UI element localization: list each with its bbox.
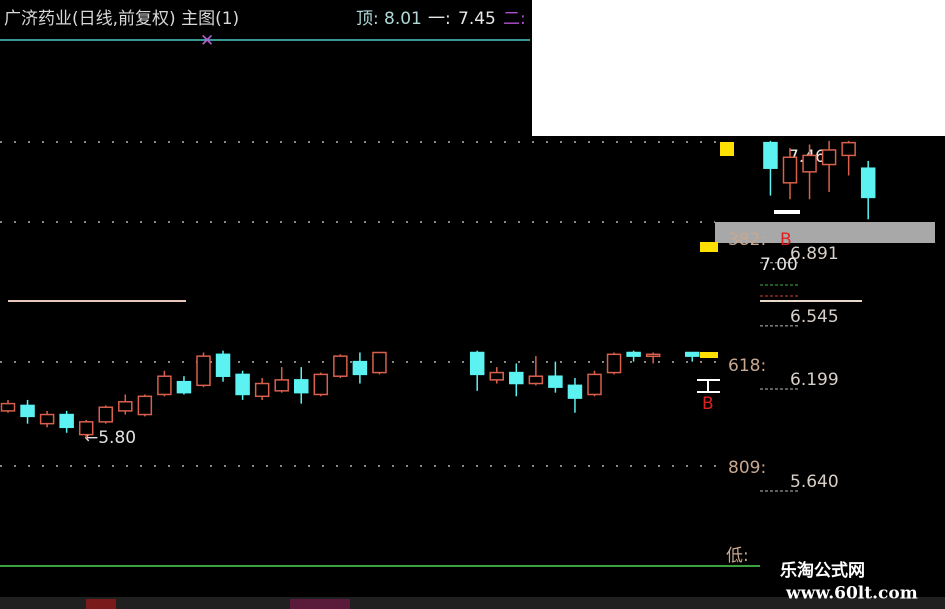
header-top-value: 8.01	[384, 9, 422, 29]
annotation: 7.00	[760, 255, 798, 275]
candle-body	[176, 380, 192, 394]
header-top-label: 顶:	[356, 9, 379, 29]
candle-body	[0, 402, 16, 412]
status-block	[290, 599, 350, 609]
annotation: B	[702, 394, 714, 414]
candle-body	[98, 406, 113, 423]
candle-body	[333, 355, 348, 377]
watermark-url: www.60lt.com	[785, 584, 918, 604]
level-value-label: 6.891	[790, 244, 839, 264]
level-value-label: 6.199	[790, 370, 839, 390]
candle-body	[313, 373, 329, 396]
candle-body	[137, 395, 153, 416]
annotation: ←5.80	[84, 428, 136, 448]
candle-body	[489, 371, 504, 381]
level-value-label: 5.640	[790, 472, 839, 492]
white-area	[532, 0, 945, 136]
candle-body	[196, 355, 211, 387]
candle-body	[469, 351, 485, 376]
status-block	[86, 599, 116, 609]
yellow-flag	[700, 352, 718, 358]
candle-body	[215, 353, 231, 377]
candle-body	[606, 353, 622, 374]
candle-body	[645, 353, 661, 358]
level-ratio-label: 382:	[728, 230, 766, 250]
candle-body	[548, 375, 563, 388]
header-title: 广济药业(日线,前复权) 主图(1)	[4, 9, 239, 29]
candle-body	[372, 351, 387, 374]
status-bar	[0, 597, 945, 609]
candle-body	[274, 379, 289, 392]
candle-body	[763, 141, 778, 169]
candle-body	[157, 375, 172, 396]
candle-body	[352, 360, 368, 376]
candle-body	[782, 156, 798, 184]
yellow-flag	[700, 242, 718, 252]
annotation: 低:	[726, 546, 749, 566]
candle-body	[567, 384, 583, 399]
candle-body	[59, 413, 74, 429]
candle-body	[685, 351, 700, 357]
header-line1-value: 7.45	[458, 9, 496, 29]
candle-body	[626, 351, 641, 357]
candle-body	[20, 404, 35, 418]
candle-body	[587, 373, 602, 396]
candle-body	[39, 413, 55, 425]
candle-body	[802, 154, 817, 173]
candle-body	[509, 371, 524, 385]
candle-body	[235, 373, 250, 396]
header-line2-label: 二:	[503, 9, 526, 29]
marker	[774, 210, 800, 214]
header-line1-label: 一:	[428, 9, 451, 29]
candle-body	[118, 401, 133, 412]
candle-body	[528, 375, 544, 385]
watermark-name: 乐淘公式网	[780, 560, 865, 581]
marker: ✕	[200, 31, 214, 51]
yellow-flag	[720, 142, 734, 156]
candle-body	[78, 421, 94, 436]
candle-body	[254, 382, 270, 398]
candle-body	[821, 149, 837, 166]
annotation: B	[780, 230, 792, 250]
level-ratio-label: 618:	[728, 356, 766, 376]
candle-body	[860, 167, 876, 199]
candle-body	[294, 379, 309, 394]
marker	[697, 379, 720, 393]
gray-band	[715, 222, 935, 243]
level-value-label: 6.545	[790, 307, 839, 327]
level-ratio-label: 809:	[728, 458, 766, 478]
candle-body	[841, 141, 856, 157]
